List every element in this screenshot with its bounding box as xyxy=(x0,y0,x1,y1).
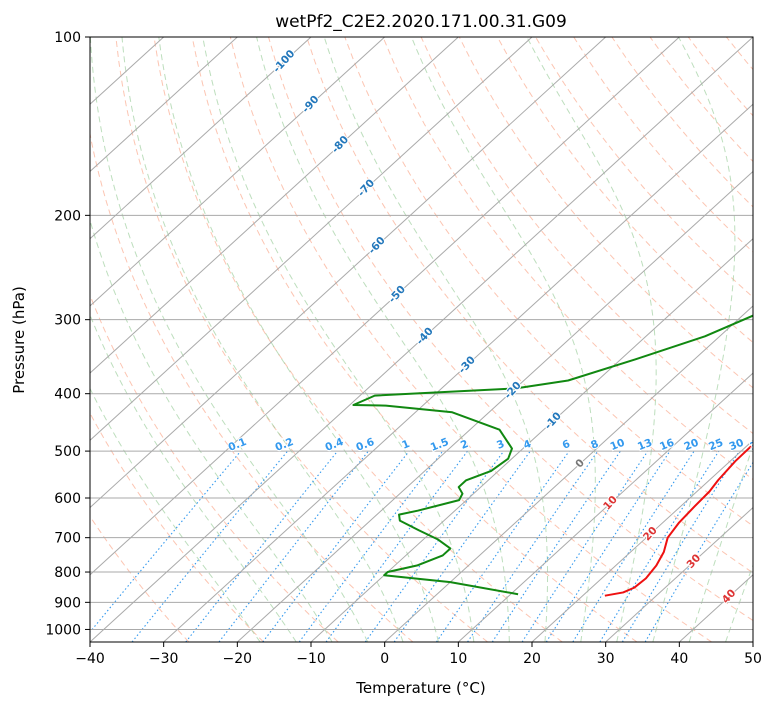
moist-adiabat xyxy=(256,37,510,642)
isotherm-line xyxy=(90,37,238,173)
temperature-profile xyxy=(604,443,753,597)
dry-adiabat xyxy=(90,131,414,642)
y-tick-label: 100 xyxy=(54,30,81,46)
isotherm-line xyxy=(90,37,753,642)
moist-adiabat xyxy=(323,37,549,642)
x-tick-label: 20 xyxy=(523,651,541,667)
isotherm-line xyxy=(90,37,386,307)
isotherm-line xyxy=(531,439,753,642)
y-tick-label: 800 xyxy=(54,565,81,581)
x-tick-label: 10 xyxy=(449,651,467,667)
x-tick-label: 30 xyxy=(597,651,615,667)
x-tick-label: −40 xyxy=(75,651,105,667)
dry-adiabat xyxy=(90,412,264,642)
x-tick-label: 50 xyxy=(744,651,762,667)
y-tick-label: 600 xyxy=(54,491,81,507)
isotherm-line xyxy=(163,103,753,642)
y-tick-label: 700 xyxy=(54,531,81,547)
moist-adiabat xyxy=(688,443,753,642)
moist-adiabat xyxy=(121,37,404,642)
mixing-ratio-line xyxy=(325,450,468,642)
dewpoint-profile xyxy=(352,314,753,596)
y-tick-label: 200 xyxy=(54,208,81,224)
mixing-ratio-line xyxy=(90,450,242,633)
isotherm-line xyxy=(236,170,753,642)
y-tick-label: 300 xyxy=(54,313,81,329)
dry-adiabat xyxy=(306,37,753,574)
dry-adiabat xyxy=(153,37,563,642)
moist-adiabat xyxy=(90,218,333,642)
dry-adiabat xyxy=(90,515,190,642)
y-tick-label: 400 xyxy=(54,387,81,403)
isotherm-line xyxy=(90,37,459,374)
y-tick-label: 900 xyxy=(54,595,81,611)
mixing-ratio-line xyxy=(435,450,570,642)
dry-adiabat xyxy=(191,37,638,642)
moist-adiabat xyxy=(652,37,736,642)
isotherm-line xyxy=(90,37,533,442)
moist-adiabat xyxy=(410,37,596,642)
moist-adiabat xyxy=(158,37,439,642)
mixing-ratio-line xyxy=(467,450,599,642)
x-tick-label: 0 xyxy=(380,651,389,667)
isotherm-line xyxy=(90,37,312,240)
moist-adiabat xyxy=(90,37,369,642)
dry-adiabat xyxy=(535,37,753,298)
y-tick-label: 500 xyxy=(54,444,81,460)
mixing-ratio-label: 36 xyxy=(748,437,766,454)
y-axis-label: Pressure (hPa) xyxy=(10,286,28,394)
x-tick-label: −20 xyxy=(223,651,253,667)
isotherm-line xyxy=(384,305,753,642)
mixing-ratio-line xyxy=(545,450,671,642)
moist-adiabat xyxy=(90,387,261,642)
y-tick-label: 1000 xyxy=(45,622,81,638)
isotherm-line xyxy=(457,372,753,642)
x-axis-label: Temperature (°C) xyxy=(355,679,485,697)
moist-adiabat xyxy=(90,313,297,642)
mixing-ratio-line xyxy=(298,450,444,642)
isotherm-line xyxy=(605,506,753,642)
mixing-ratio-line xyxy=(491,450,621,642)
mixing-ratio-line xyxy=(185,450,338,642)
chart-title: wetPf2_C2E2.2020.171.00.31.G09 xyxy=(275,12,567,32)
mixing-ratio-line xyxy=(131,450,289,642)
x-tick-label: −30 xyxy=(149,651,179,667)
dry-adiabat xyxy=(497,37,753,344)
dry-adiabat xyxy=(115,37,488,642)
moist-adiabat xyxy=(725,563,753,642)
moist-adiabat xyxy=(202,37,475,642)
mixing-ratio-line xyxy=(621,450,740,642)
x-tick-label: 40 xyxy=(670,651,688,667)
mixing-ratio-line xyxy=(521,450,649,642)
plot-frame xyxy=(89,36,754,643)
isotherm-line xyxy=(310,237,753,642)
dry-adiabat xyxy=(268,37,753,622)
isotherm-line xyxy=(90,37,680,576)
mixing-ratio-line xyxy=(572,450,695,642)
isotherm-line xyxy=(90,37,607,509)
x-tick-label: −10 xyxy=(296,651,326,667)
mixing-ratio-label: 13 xyxy=(636,437,654,454)
mixing-ratio-line xyxy=(262,450,410,642)
